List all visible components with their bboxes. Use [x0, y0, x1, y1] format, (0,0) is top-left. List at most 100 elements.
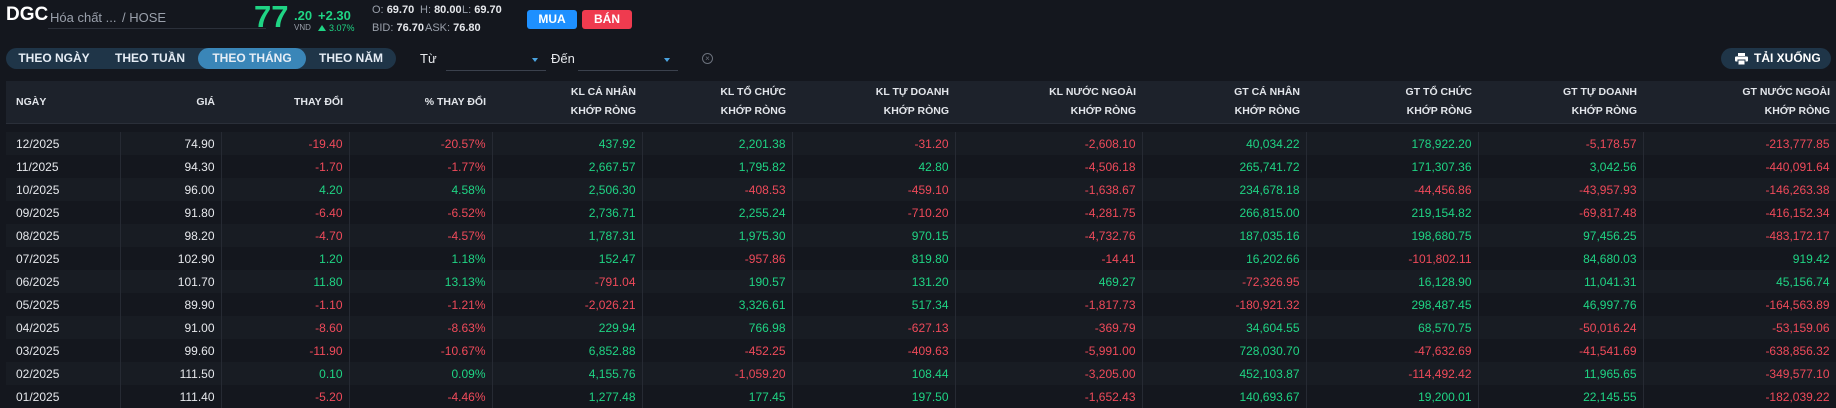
cell-gt-tu-doanh: -69,817.48: [1478, 201, 1644, 224]
cell-kl-to-chuc: 1,975.30: [642, 224, 793, 247]
download-button[interactable]: TẢI XUỐNG: [1721, 48, 1831, 69]
col-header-change-pct[interactable]: % THAY ĐỔI: [349, 81, 492, 124]
table-row[interactable]: 02/2025 111.50 0.10 0.09% 4,155.76 -1,059.20 1…: [6, 362, 1836, 385]
cell-change-pct: -8.63%: [349, 316, 493, 339]
cell-gt-ca-nhan: 34,604.55: [1142, 316, 1307, 339]
chevron-down-icon[interactable]: [664, 58, 670, 62]
cell-kl-ca-nhan: 2,506.30: [492, 178, 643, 201]
cell-gt-to-chuc: 171,307.36: [1306, 155, 1479, 178]
cell-change: -5.20: [221, 385, 350, 408]
table-row[interactable]: 11/2025 94.30 -1.70 -1.77% 2,667.57 1,795.82 4…: [6, 155, 1836, 178]
cell-gt-tu-doanh: -50,016.24: [1478, 316, 1644, 339]
cell-change-pct: -4.46%: [349, 385, 493, 408]
table-row[interactable]: 09/2025 91.80 -6.40 -6.52% 2,736.71 2,255.24-…: [6, 201, 1836, 224]
cell-kl-nuoc-ngoai: -2,608.10: [955, 132, 1143, 155]
cell-change: -6.40: [221, 201, 350, 224]
cell-kl-nuoc-ngoai: -369.79: [955, 316, 1143, 339]
cell-kl-to-chuc: 3,326.61: [642, 293, 793, 316]
cell-kl-tu-doanh: -31.20: [792, 132, 956, 155]
cell-price: 102.90: [120, 247, 222, 270]
cell-kl-to-chuc: 766.98: [642, 316, 793, 339]
clear-circle-icon[interactable]: ×: [702, 53, 713, 64]
cell-change-pct: -4.57%: [349, 224, 493, 247]
cell-gt-ca-nhan: -72,326.95: [1142, 270, 1307, 293]
tab-daily[interactable]: THEO NGÀY: [18, 51, 90, 65]
symbol-search-underline: [48, 28, 266, 29]
col-header-gt-ca-nhan[interactable]: GT CÁ NHÂN KHỚP RÒNG: [1142, 81, 1306, 124]
cell-gt-tu-doanh: 11,041.31: [1478, 270, 1644, 293]
cell-price: 91.00: [120, 316, 222, 339]
cell-price: 89.90: [120, 293, 222, 316]
table-row[interactable]: 01/2025 111.40 -5.20 -4.46% 1,277.48 177.45 19…: [6, 385, 1836, 408]
col-header-gt-to-chuc[interactable]: GT TỔ CHỨC KHỚP RÒNG: [1306, 81, 1478, 124]
cell-kl-ca-nhan: 152.47: [492, 247, 643, 270]
cell-date: 02/2025: [6, 362, 121, 385]
cell-price: 101.70: [120, 270, 222, 293]
cell-kl-ca-nhan: 229.94: [492, 316, 643, 339]
cell-change: 1.20: [221, 247, 350, 270]
col-header-kl-ca-nhan[interactable]: KL CÁ NHÂN KHỚP RÒNG: [492, 81, 642, 124]
cell-gt-tu-doanh: 3,042.56: [1478, 155, 1644, 178]
col-header-gt-tu-doanh[interactable]: GT TỰ DOANH KHỚP RÒNG: [1478, 81, 1643, 124]
table-row[interactable]: 04/2025 91.00 -8.60 -8.63% 229.94 766.98 -627.…: [6, 316, 1836, 339]
cell-change: -1.70: [221, 155, 350, 178]
cell-gt-tu-doanh: -41,541.69: [1478, 339, 1644, 362]
cell-gt-to-chuc: 19,200.01: [1306, 385, 1479, 408]
table-row[interactable]: 06/2025 101.70 11.80 13.13% -791.04 190.57 131…: [6, 270, 1836, 293]
to-date-input[interactable]: [578, 48, 678, 71]
to-label: Đến: [551, 51, 575, 66]
ticker-symbol[interactable]: DGC: [6, 4, 49, 25]
ask-price: ASK: 76.80: [425, 22, 481, 34]
cell-gt-nuoc-ngoai: -638,856.32: [1643, 339, 1836, 362]
cell-date: 07/2025: [6, 247, 121, 270]
cell-change-pct: -1.77%: [349, 155, 493, 178]
col-header-price[interactable]: GIÁ: [120, 81, 221, 124]
cell-kl-to-chuc: -452.25: [642, 339, 793, 362]
table-row[interactable]: 05/2025 89.90 -1.10 -1.21% -2,026.21 3,326.61…: [6, 293, 1836, 316]
table-row[interactable]: 10/2025 96.00 4.20 4.58% 2,506.30 -408.53 -459…: [6, 178, 1836, 201]
cell-kl-nuoc-ngoai: -1,638.67: [955, 178, 1143, 201]
table-row[interactable]: 12/2025 74.90 -19.40 -20.57% 437.92 2,201.38-…: [6, 132, 1836, 155]
col-header-change[interactable]: THAY ĐỔI: [221, 81, 349, 124]
cell-kl-tu-doanh: 970.15: [792, 224, 956, 247]
col-header-kl-tu-doanh[interactable]: KL TỰ DOANH KHỚP RÒNG: [792, 81, 955, 124]
cell-date: 06/2025: [6, 270, 121, 293]
cell-kl-to-chuc: -408.53: [642, 178, 793, 201]
cell-gt-nuoc-ngoai: -416,152.34: [1643, 201, 1836, 224]
sell-button[interactable]: BÁN: [582, 10, 632, 29]
from-date-input[interactable]: [446, 48, 546, 71]
cell-gt-tu-doanh: 97,456.25: [1478, 224, 1644, 247]
cell-kl-nuoc-ngoai: -4,281.75: [955, 201, 1143, 224]
chevron-down-icon[interactable]: [532, 58, 538, 62]
open-price: O: 69.70: [372, 4, 415, 16]
table-row[interactable]: 07/2025 102.90 1.20 1.18% 152.47 -957.86 819.8…: [6, 247, 1836, 270]
cell-gt-nuoc-ngoai: 45,156.74: [1643, 270, 1836, 293]
cell-price: 98.20: [120, 224, 222, 247]
table-row[interactable]: 08/2025 98.20 -4.70 -4.57% 1,787.31 1,975.30 9…: [6, 224, 1836, 247]
cell-kl-ca-nhan: -2,026.21: [492, 293, 643, 316]
col-header-kl-nuoc-ngoai[interactable]: KL NƯỚC NGOÀI KHỚP RÒNG: [955, 81, 1142, 124]
col-header-gt-nuoc-ngoai[interactable]: GT NƯỚC NGOÀI KHỚP RÒNG: [1643, 81, 1836, 124]
tab-yearly[interactable]: THEO NĂM: [319, 51, 383, 65]
cell-kl-tu-doanh: -627.13: [792, 316, 956, 339]
cell-kl-nuoc-ngoai: -1,652.43: [955, 385, 1143, 408]
price-change-percent: 3.07%: [329, 23, 355, 33]
last-price-decimal: .20: [294, 8, 313, 23]
cell-gt-tu-doanh: -43,957.93: [1478, 178, 1644, 201]
cell-gt-nuoc-ngoai: -213,777.85: [1643, 132, 1836, 155]
cell-date: 03/2025: [6, 339, 121, 362]
cell-gt-to-chuc: 298,487.45: [1306, 293, 1479, 316]
table-row[interactable]: 03/2025 99.60 -11.90 -10.67% 6,852.88 -452.25…: [6, 339, 1836, 362]
quote-header: DGC Hóa chất ... / HOSE 77 .20 VND +2.30…: [0, 0, 1836, 40]
cell-kl-tu-doanh: 108.44: [792, 362, 956, 385]
company-name[interactable]: Hóa chất ...: [50, 10, 117, 25]
cell-date: 12/2025: [6, 132, 121, 155]
buy-button[interactable]: MUA: [527, 10, 577, 29]
cell-gt-to-chuc: -44,456.86: [1306, 178, 1479, 201]
cell-gt-nuoc-ngoai: -349,577.10: [1643, 362, 1836, 385]
col-header-kl-to-chuc[interactable]: KL TỔ CHỨC KHỚP RÒNG: [642, 81, 792, 124]
col-header-date[interactable]: NGÀY: [6, 81, 120, 124]
tab-monthly[interactable]: THEO THÁNG: [198, 48, 306, 69]
tab-weekly[interactable]: THEO TUẦN: [115, 51, 185, 65]
cell-gt-ca-nhan: -180,921.32: [1142, 293, 1307, 316]
